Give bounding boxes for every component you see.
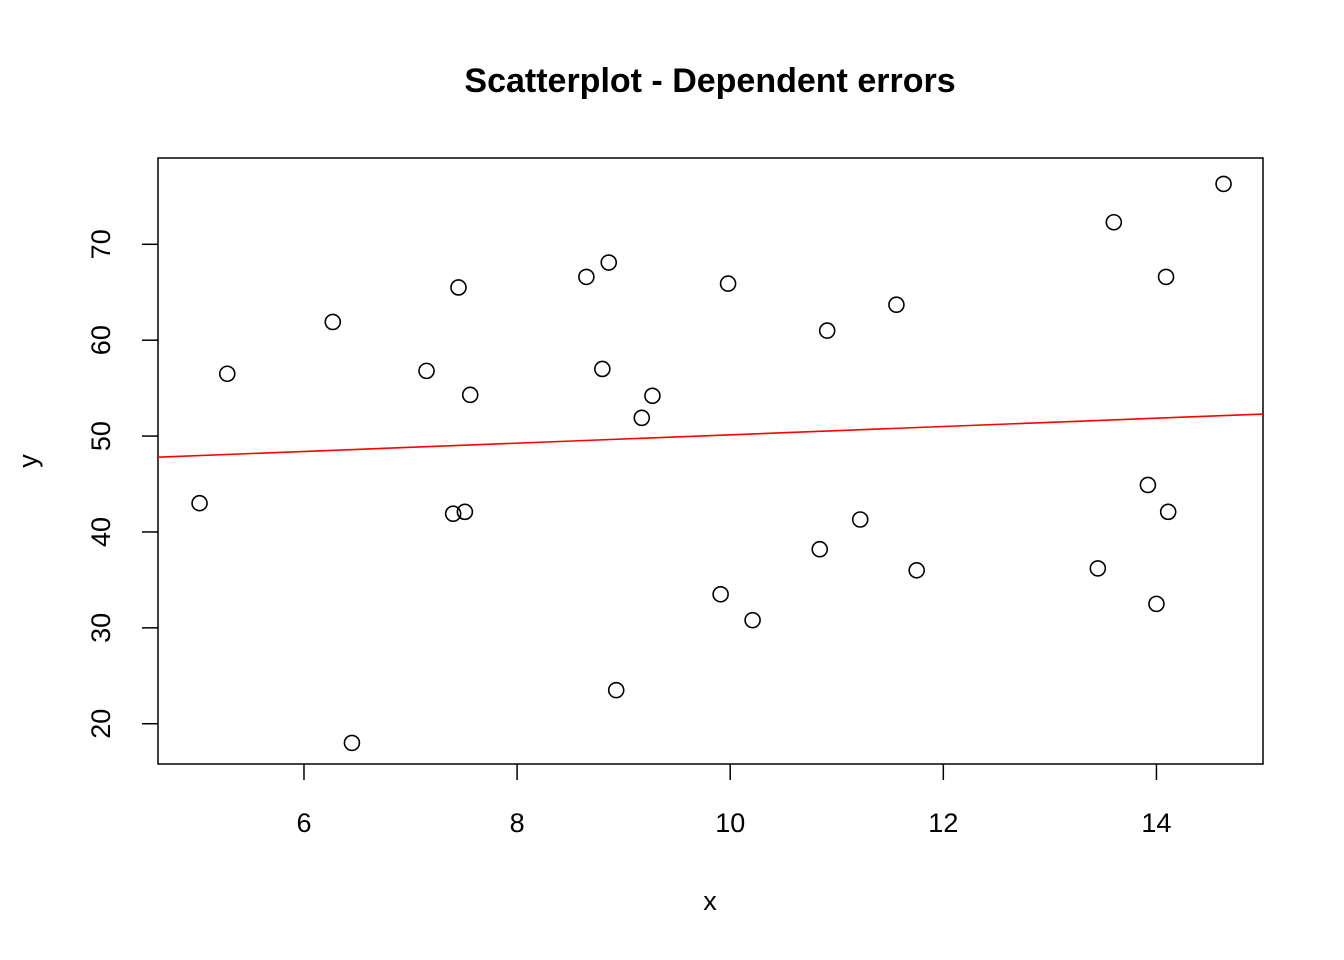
data-point	[1139, 476, 1157, 494]
data-point	[744, 611, 761, 629]
x-axis-label: x	[703, 886, 717, 916]
x-tick-label: 6	[296, 808, 311, 838]
data-point	[594, 360, 611, 378]
data-point	[461, 386, 479, 404]
data-point	[851, 511, 869, 528]
data-point	[418, 362, 435, 380]
data-point	[712, 585, 729, 603]
data-point	[719, 275, 737, 292]
y-tick-label: 40	[86, 517, 116, 547]
data-point	[1157, 268, 1175, 286]
data-point	[811, 540, 829, 558]
data-point	[578, 268, 595, 286]
data-point	[450, 279, 467, 296]
data-point	[600, 254, 618, 271]
plot-frame	[157, 157, 1264, 765]
x-tick-label: 14	[1141, 808, 1171, 838]
data-point	[1159, 503, 1177, 521]
regression-line	[157, 413, 1264, 458]
data-point	[218, 365, 236, 383]
data-point	[644, 387, 661, 405]
points-layer	[191, 175, 1232, 752]
data-point	[818, 322, 836, 339]
y-tick-label: 30	[86, 613, 116, 643]
y-tick-label: 70	[86, 229, 116, 259]
data-point	[888, 296, 905, 314]
y-tick-label: 20	[86, 709, 116, 739]
y-axis: 20 30 40 50 60 70	[86, 229, 158, 739]
x-tick-label: 8	[510, 808, 525, 838]
y-tick-label: 60	[86, 325, 116, 355]
data-point	[456, 503, 474, 521]
data-point	[444, 505, 462, 523]
data-point	[908, 562, 925, 579]
data-point	[191, 494, 208, 512]
data-point	[324, 313, 342, 331]
x-tick-label: 12	[928, 808, 958, 838]
data-point	[343, 734, 361, 752]
y-axis-label: y	[13, 454, 43, 468]
x-tick-label: 10	[715, 808, 745, 838]
data-point	[1215, 175, 1232, 193]
x-axis: 6 8 10 12 14	[296, 764, 1171, 838]
data-point	[607, 681, 625, 699]
fit-line-layer	[157, 413, 1264, 458]
chart-title: Scatterplot - Dependent errors	[464, 62, 955, 100]
y-tick-label: 50	[86, 421, 116, 451]
data-point	[633, 409, 651, 427]
data-point	[1089, 560, 1107, 577]
data-point	[1148, 595, 1165, 613]
data-point	[1105, 213, 1123, 231]
